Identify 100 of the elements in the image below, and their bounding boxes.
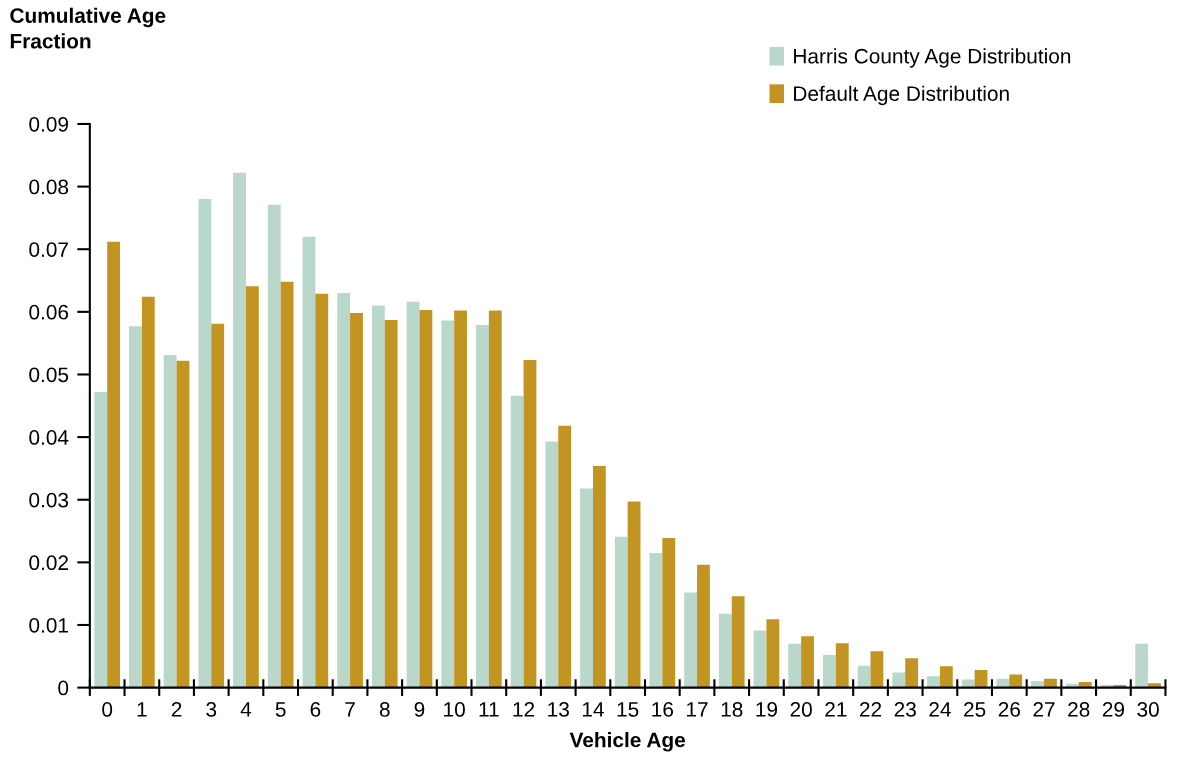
bar [905,658,919,688]
x-tick-label: 26 [998,702,1020,717]
bar [337,293,351,688]
bar [94,392,108,688]
bar [350,313,363,688]
bar [1044,678,1057,688]
bar [211,323,225,688]
y-tick-label: 0.09 [29,116,69,132]
bar [939,666,953,688]
bar [974,670,988,688]
x-tick-label: 29 [1102,702,1125,717]
x-tick-label: 28 [1068,702,1090,717]
bar [510,395,524,688]
bar [141,296,155,688]
bar [592,465,606,688]
y-tick-label: 0.03 [29,492,69,508]
bar [558,425,572,688]
bar [892,672,906,688]
bar [718,613,732,688]
bar [129,326,142,688]
bar [753,630,767,688]
bar [176,360,190,688]
bar [1148,683,1161,688]
bar [198,199,212,688]
x-tick-label: 16 [652,702,674,717]
bar [1135,643,1149,688]
x-tick-label: 9 [414,702,425,717]
bar [107,241,121,688]
bar [857,665,871,688]
x-axis-title: Vehicle Age [569,732,686,752]
bar [476,325,489,688]
bar [545,441,559,688]
x-tick-label: 23 [894,702,916,717]
bar [267,204,281,688]
bar [996,678,1010,688]
y-tick-label: 0.05 [29,367,69,383]
x-tick-label: 11 [479,702,499,717]
bar [406,301,420,688]
bar [371,305,385,688]
y-tick-label: 0.04 [29,430,69,445]
x-tick-label: 20 [790,702,812,717]
bar [614,536,628,688]
bar [523,360,537,688]
bar [822,655,836,688]
x-tick-label: 12 [513,702,535,717]
x-tick-label: 14 [582,702,604,717]
bar [649,552,663,688]
y-tick-label: 0.02 [29,555,68,571]
x-tick-label: 15 [617,702,639,717]
x-tick-label: 7 [345,702,355,717]
x-tick-label: 0 [102,702,113,717]
x-tick-label: 19 [756,702,778,717]
x-tick-label: 3 [206,702,217,717]
bar [488,310,502,688]
bar [697,564,710,688]
bar [580,488,593,688]
x-tick-label: 5 [275,702,286,717]
bar [280,281,294,688]
bar [788,643,802,688]
y-tick-label: 0.08 [29,179,69,195]
bar [801,636,814,688]
x-tick-label: 27 [1033,702,1055,717]
bar [1009,674,1023,688]
y-tick-label: 0.07 [29,242,68,257]
bar [315,293,329,688]
bar [684,592,698,688]
x-tick-label: 18 [721,702,743,717]
x-tick-label: 22 [859,702,882,717]
legend-label: Default Age Distribution [794,85,1009,106]
x-tick-label: 13 [548,702,569,717]
x-tick-label: 24 [929,702,951,717]
bar [441,320,455,688]
x-tick-label: 1 [137,702,147,717]
bar [627,501,641,688]
x-tick-label: 8 [379,702,390,717]
y-tick-label: 0.01 [29,617,68,633]
bar [419,309,433,688]
bar [245,286,259,688]
legend-label: Harris County Age Distribution [794,48,1071,68]
bar [731,596,745,688]
y-tick-label: 0.06 [29,304,69,320]
y-axis-title: Cumulative Age Fraction [10,7,166,49]
x-tick-label: 2 [171,702,182,717]
x-tick-label: 4 [240,702,252,717]
bar [233,172,246,688]
x-tick-label: 30 [1137,702,1159,717]
x-tick-label: 6 [310,702,321,717]
x-tick-label: 17 [687,702,708,717]
bar [927,676,940,688]
bar [835,643,849,688]
y-tick-label: 0 [58,680,69,696]
bar [302,236,316,688]
x-tick-label: 10 [444,702,465,717]
bar [662,537,676,688]
bar [163,355,177,688]
bar [870,651,884,688]
bar [1031,681,1045,688]
bar [454,310,467,688]
bar [1078,681,1092,688]
bar [384,319,398,688]
